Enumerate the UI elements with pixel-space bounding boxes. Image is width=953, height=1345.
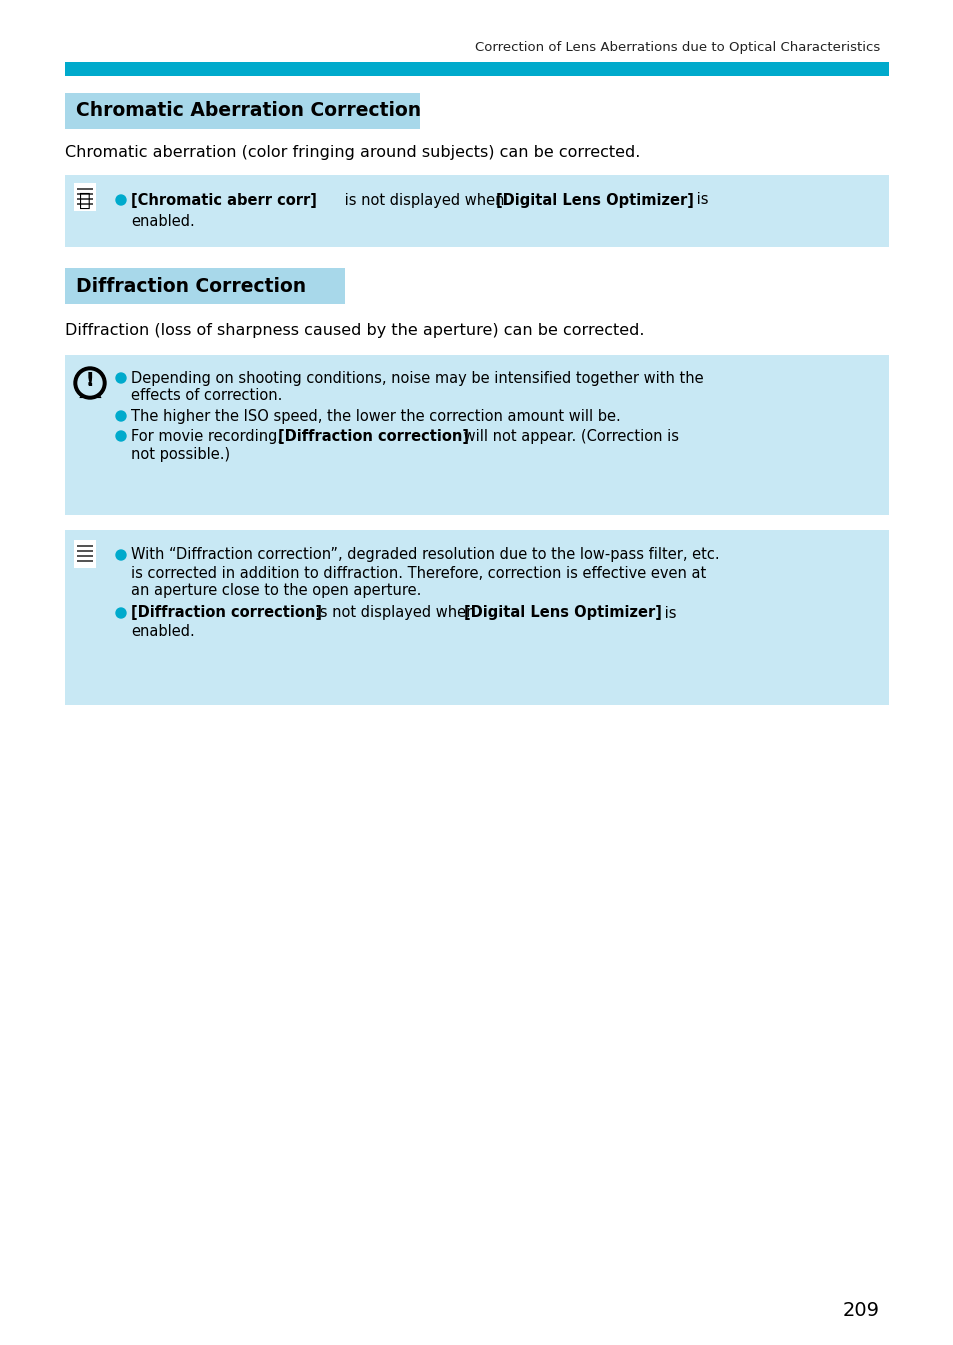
Circle shape: [116, 412, 126, 421]
Bar: [65, 175, 888, 247]
Text: [Digital Lens Optimizer]: [Digital Lens Optimizer]: [496, 192, 693, 207]
Bar: [77, 560, 92, 561]
Text: is not displayed when: is not displayed when: [339, 192, 509, 207]
Bar: [65, 93, 419, 129]
Bar: [77, 203, 92, 204]
Circle shape: [116, 608, 126, 617]
Text: [Digital Lens Optimizer]: [Digital Lens Optimizer]: [463, 605, 661, 620]
Text: With “Diffraction correction”, degraded resolution due to the low-pass filter, e: With “Diffraction correction”, degraded …: [131, 547, 719, 562]
Text: will not appear. (Correction is: will not appear. (Correction is: [458, 429, 679, 444]
Text: 209: 209: [842, 1301, 879, 1319]
Circle shape: [74, 367, 106, 399]
Bar: [65, 268, 345, 304]
Bar: [77, 550, 92, 551]
Text: enabled.: enabled.: [131, 214, 194, 230]
Text: effects of correction.: effects of correction.: [131, 389, 282, 404]
Circle shape: [116, 195, 126, 204]
Bar: [74, 539, 96, 568]
Text: For movie recording,: For movie recording,: [131, 429, 286, 444]
Text: is not displayed when: is not displayed when: [311, 605, 479, 620]
Text: !: !: [86, 370, 94, 390]
Text: Chromatic Aberration Correction: Chromatic Aberration Correction: [76, 101, 420, 121]
Text: Chromatic aberration (color fringing around subjects) can be corrected.: Chromatic aberration (color fringing aro…: [65, 144, 639, 160]
Text: not possible.): not possible.): [131, 448, 230, 463]
Text: [Diffraction correction]: [Diffraction correction]: [131, 605, 322, 620]
Text: Diffraction (loss of sharpness caused by the aperture) can be corrected.: Diffraction (loss of sharpness caused by…: [65, 323, 644, 338]
Text: The higher the ISO speed, the lower the correction amount will be.: The higher the ISO speed, the lower the …: [131, 409, 620, 424]
Circle shape: [116, 430, 126, 441]
Bar: [65, 355, 888, 515]
Circle shape: [116, 373, 126, 383]
Text: [Chromatic aberr corr]: [Chromatic aberr corr]: [131, 192, 316, 207]
Text: Diffraction Correction: Diffraction Correction: [76, 277, 306, 296]
Bar: [77, 192, 92, 195]
Text: is: is: [659, 605, 676, 620]
Bar: [74, 183, 96, 211]
Text: Correction of Lens Aberrations due to Optical Characteristics: Correction of Lens Aberrations due to Op…: [475, 42, 879, 55]
Text: 🗒: 🗒: [79, 191, 91, 210]
Text: !: !: [86, 371, 94, 389]
Bar: [77, 555, 92, 557]
Bar: [77, 188, 92, 190]
Text: Depending on shooting conditions, noise may be intensified together with the: Depending on shooting conditions, noise …: [131, 370, 703, 386]
Text: enabled.: enabled.: [131, 624, 194, 639]
Circle shape: [78, 371, 102, 395]
Text: is: is: [691, 192, 708, 207]
Circle shape: [75, 369, 105, 398]
Circle shape: [79, 373, 101, 394]
Bar: [77, 545, 92, 546]
Text: [Diffraction correction]: [Diffraction correction]: [277, 429, 469, 444]
Text: an aperture close to the open aperture.: an aperture close to the open aperture.: [131, 584, 421, 599]
Bar: [77, 198, 92, 199]
Circle shape: [116, 550, 126, 560]
Text: is corrected in addition to diffraction. Therefore, correction is effective even: is corrected in addition to diffraction.…: [131, 565, 705, 581]
Text: ⚠: ⚠: [77, 377, 102, 404]
Bar: [65, 62, 888, 77]
Bar: [65, 530, 888, 705]
